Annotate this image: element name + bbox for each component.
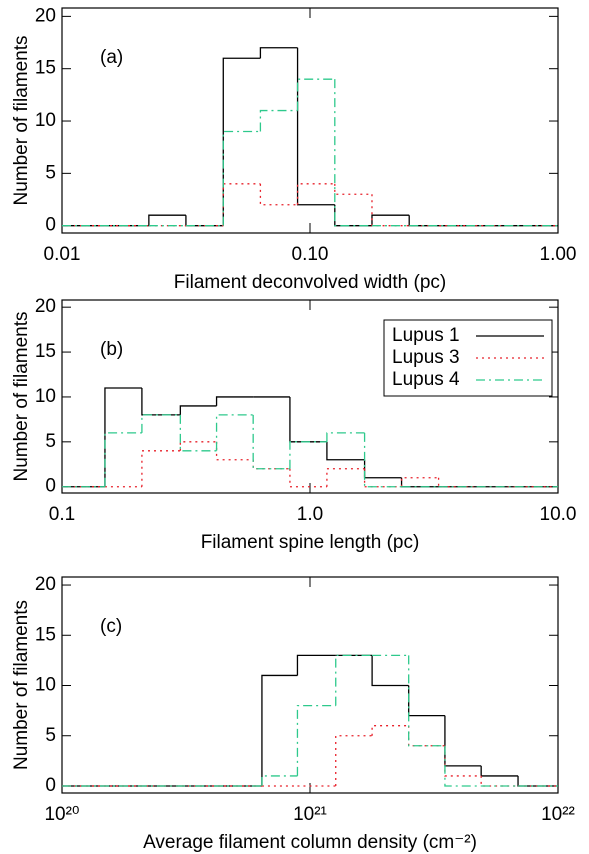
histogram-bin [296,704,336,776]
histogram-bin [185,215,224,227]
histogram-bin [222,183,261,226]
histogram-bin [104,387,142,487]
x-tick-label: 1.00 [540,244,577,265]
histogram-bin [289,396,327,443]
y-tick-label: 15 [35,624,56,645]
histogram-bin [148,214,186,226]
y-axis-label: Number of filaments [11,600,32,770]
histogram-bin [296,78,335,111]
histogram-bin [141,387,181,416]
y-tick-label: 15 [35,58,56,79]
histogram-bin [408,215,558,227]
plot-frame [61,7,559,234]
histogram-bin [296,183,335,205]
y-axis-label: Number of filaments [11,311,32,481]
histogram-bin [179,441,217,451]
histogram-bin [444,745,482,777]
histogram-bin [104,432,142,487]
histogram-bin [437,477,558,488]
legend-label: Lupus 4 [392,369,460,390]
histogram-bin [296,47,335,206]
histogram-bin [371,655,409,687]
histogram-bin [363,459,402,479]
histogram-bin [408,685,445,717]
histogram-bin [517,775,558,787]
histogram-bin [400,477,439,487]
histogram-bin [261,674,298,786]
y-tick-label: 20 [35,296,56,317]
y-tick-label: 0 [45,215,56,236]
x-axis-label: Filament spine length (pc) [201,532,420,553]
histogram-bin [296,654,336,676]
histogram-bin [334,183,372,195]
histogram-bin [141,414,181,433]
y-tick-label: 20 [35,574,56,595]
x-tick-label: 0.1 [49,504,75,525]
histogram-bin [371,194,410,227]
histogram-bin [408,725,445,747]
histogram-bin [215,396,254,406]
histogram-bin [289,441,327,469]
x-tick-label: 0.10 [292,244,329,265]
histogram-bin [335,654,373,706]
y-tick-label: 10 [35,110,56,131]
plot-frame [61,576,559,794]
histogram-bin [334,204,372,227]
y-axis-label: Number of filaments [11,35,32,205]
histogram-bin [326,441,365,461]
histogram-bin [215,441,254,461]
panel-label: (a) [100,47,123,68]
histogram-bin [261,775,298,786]
histogram-bin [289,468,327,488]
histogram-bin [480,765,519,777]
x-tick-label: 10²¹ [293,804,327,825]
x-axis-label: Average filament column density (cm⁻²) [143,832,477,853]
histogram-bin [222,130,261,226]
legend-label: Lupus 3 [392,347,460,368]
histogram-bin [326,468,365,487]
x-tick-label: 10²⁰ [44,804,79,825]
legend-label: Lupus 1 [392,325,460,346]
y-tick-label: 0 [45,775,56,796]
histogram-bin [141,450,181,487]
histogram-bin [400,477,439,488]
y-tick-label: 5 [45,162,56,183]
histogram-bin [259,109,298,132]
histogram-bin [222,57,261,226]
histogram-bin [363,432,402,488]
histogram-bin [335,735,373,786]
x-tick-label: 10²² [541,804,575,825]
histogram-bin [444,745,482,787]
histogram-bin [259,47,298,59]
histogram-bin [179,405,217,415]
y-tick-label: 5 [45,431,56,452]
y-tick-label: 0 [45,476,56,497]
histogram-bin [326,432,365,442]
histogram-bin [408,655,445,747]
histogram-bin [215,414,254,451]
histogram-bin [371,214,410,226]
x-axis-label: Filament deconvolved width (pc) [174,272,446,293]
histogram-bin [179,414,217,452]
y-tick-label: 15 [35,341,56,362]
histogram-bin [444,715,482,767]
x-tick-label: 10.0 [540,504,577,525]
panel-label: (c) [100,616,122,637]
y-tick-label: 10 [35,675,56,696]
histogram-bin [334,79,372,227]
x-tick-label: 0.01 [44,244,81,265]
histogram-bin [480,775,519,787]
panel-label: (b) [100,339,123,360]
histogram-bin [259,183,298,206]
histogram-bin [252,459,290,470]
y-tick-label: 5 [45,725,56,746]
y-tick-label: 10 [35,386,56,407]
x-tick-label: 1.0 [297,504,323,525]
y-tick-label: 20 [35,5,56,26]
histogram-bin [371,725,409,736]
histogram-bin [252,414,290,470]
